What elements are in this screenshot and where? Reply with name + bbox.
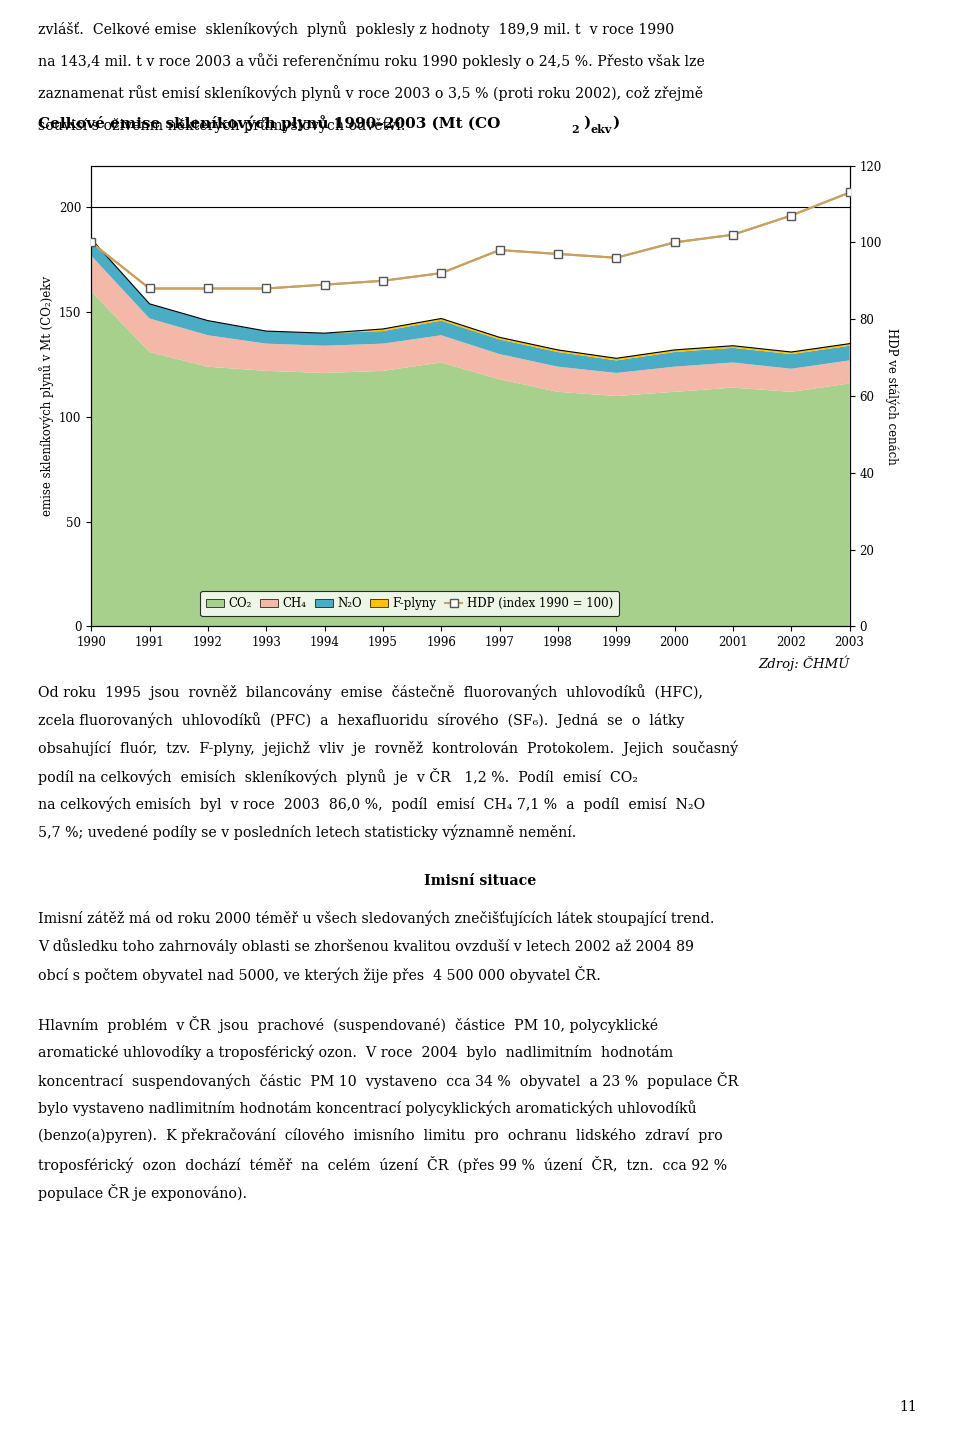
Text: Hlavním  problém  v ČR  jsou  prachové  (suspendované)  částice  PM 10, polycykl: Hlavním problém v ČR jsou prachové (susp… [38, 1017, 659, 1032]
Text: zcela fluorovaných  uhlovodíků  (PFC)  a  hexafluoridu  sírového  (SF₆).  Jedná : zcela fluorovaných uhlovodíků (PFC) a he… [38, 711, 684, 729]
Legend: CO₂, CH₄, N₂O, F-plyny, HDP (index 1990 = 100): CO₂, CH₄, N₂O, F-plyny, HDP (index 1990 … [200, 590, 619, 616]
Text: (benzo(a)pyren).  K překračování  cílového  imisního  limitu  pro  ochranu  lids: (benzo(a)pyren). K překračování cílového… [38, 1129, 723, 1143]
Text: podíl na celkových  emisích  skleníkových  plynů  je  v ČR   1,2 %.  Podíl  emis: podíl na celkových emisích skleníkových … [38, 769, 638, 785]
Text: Od roku  1995  jsou  rovněž  bilancovány  emise  částečně  fluorovaných  uhlovod: Od roku 1995 jsou rovněž bilancovány emi… [38, 684, 704, 700]
Text: koncentrací  suspendovaných  částic  PM 10  vystaveno  cca 34 %  obyvatel  a 23 : koncentrací suspendovaných částic PM 10 … [38, 1071, 739, 1089]
Text: ekv: ekv [590, 124, 612, 135]
Text: 11: 11 [900, 1400, 917, 1414]
Text: obcí s počtem obyvatel nad 5000, ve kterých žije přes  4 500 000 obyvatel ČR.: obcí s počtem obyvatel nad 5000, ve kter… [38, 966, 601, 984]
Y-axis label: HDP ve stálých cenách: HDP ve stálých cenách [885, 328, 899, 464]
Text: Celkové emise skleníkových plynů 1990–2003 (Mt (CO: Celkové emise skleníkových plynů 1990–20… [38, 115, 501, 131]
Text: zvlášť.  Celkové emise  skleníkových  plynů  poklesly z hodnoty  189,9 mil. t  v: zvlášť. Celkové emise skleníkových plynů… [38, 22, 675, 37]
Text: troposférický  ozon  dochází  téměř  na  celém  úzení  ČR  (přes 99 %  úzení  ČR: troposférický ozon dochází téměř na celé… [38, 1156, 728, 1174]
Text: 2: 2 [571, 124, 579, 135]
Text: aromatické uhlovodíky a troposférický ozon.  V roce  2004  bylo  nadlimitním  ho: aromatické uhlovodíky a troposférický oz… [38, 1044, 674, 1060]
Text: populace ČR je exponováno).: populace ČR je exponováno). [38, 1184, 248, 1201]
Text: Imisní zátěž má od roku 2000 téměř u všech sledovaných znečišťujících látek stou: Imisní zátěž má od roku 2000 téměř u vše… [38, 910, 715, 926]
Text: na 143,4 mil. t v roce 2003 a vůči referenčnímu roku 1990 poklesly o 24,5 %. Pře: na 143,4 mil. t v roce 2003 a vůči refer… [38, 53, 706, 69]
Text: obsahující  fluór,  tzv.  F-plyny,  jejichž  vliv  je  rovněž  kontrolován  Prot: obsahující fluór, tzv. F-plyny, jejichž … [38, 740, 738, 756]
Text: ): ) [612, 115, 620, 130]
Text: Zdroj: ČHMÚ: Zdroj: ČHMÚ [758, 655, 850, 671]
Text: 5,7 %; uvedené podíly se v posledních letech statisticky významně nemění.: 5,7 %; uvedené podíly se v posledních le… [38, 824, 577, 840]
Text: V důsledku toho zahrnovály oblasti se zhoršenou kvalitou ovzduší v letech 2002 a: V důsledku toho zahrnovály oblasti se zh… [38, 939, 694, 955]
Text: souvisí s oživenm některých průmyslových odvětví.: souvisí s oživenm některých průmyslových… [38, 117, 406, 132]
Text: ): ) [583, 115, 590, 130]
Text: bylo vystaveno nadlimitním hodnotám koncentrací polycyklických aromatických uhlo: bylo vystaveno nadlimitním hodnotám konc… [38, 1100, 697, 1116]
Y-axis label: emise skleníkových plynů v Mt (CO₂)ekv: emise skleníkových plynů v Mt (CO₂)ekv [38, 276, 54, 516]
Text: zaznamenat růst emisí skleníkových plynů v roce 2003 o 3,5 % (proti roku 2002), : zaznamenat růst emisí skleníkových plynů… [38, 85, 704, 101]
Text: na celkových emisích  byl  v roce  2003  86,0 %,  podíl  emisí  CH₄ 7,1 %  a  po: na celkových emisích byl v roce 2003 86,… [38, 796, 706, 812]
Text: Imisní situace: Imisní situace [424, 874, 536, 888]
